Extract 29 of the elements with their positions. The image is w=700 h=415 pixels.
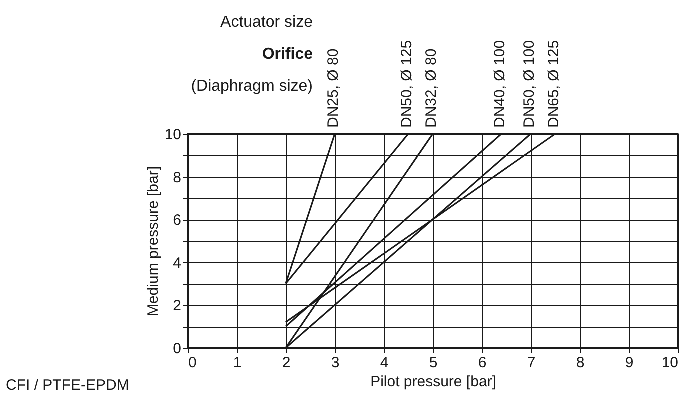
text: DN32, Ø 80 [423, 48, 440, 128]
x-tick-label: 3 [331, 354, 340, 372]
text: (Diaphragm size) [191, 78, 313, 95]
text: CFI / PTFE-EPDM [6, 377, 130, 394]
text: DN40, Ø 100 [492, 40, 509, 128]
x-tick-label: 2 [282, 354, 291, 372]
x-tick-label: 6 [478, 354, 487, 372]
y-tick-label: 10 [164, 126, 182, 144]
text: DN50, Ø 100 [521, 40, 538, 128]
x-tick-label: 10 [662, 354, 678, 372]
text: DN50, Ø 125 [398, 40, 416, 128]
y-tick-label: 2 [173, 298, 182, 315]
x-tick-label: 8 [576, 354, 585, 372]
x-axis-title: Pilot pressure [bar] [370, 374, 496, 390]
x-tick-label: 9 [625, 354, 634, 372]
x-tick-label: 4 [380, 354, 389, 372]
text: Orifice [262, 46, 314, 63]
y-tick-label: 4 [173, 254, 182, 272]
y-tick-label: 8 [173, 169, 182, 186]
x-tick-label: 1 [233, 354, 242, 372]
text: Actuator size [220, 14, 314, 31]
y-tick-label: 0 [173, 340, 182, 358]
y-tick-label: 6 [173, 212, 182, 230]
x-tick-label: 7 [527, 354, 536, 372]
text: DN25, Ø 80 [325, 48, 342, 128]
x-tick-label: 0 [188, 354, 197, 372]
x-tick-label: 5 [429, 354, 438, 372]
text: DN65, Ø 125 [546, 40, 562, 128]
y-axis-title: Medium pressure [bar] [144, 166, 162, 317]
